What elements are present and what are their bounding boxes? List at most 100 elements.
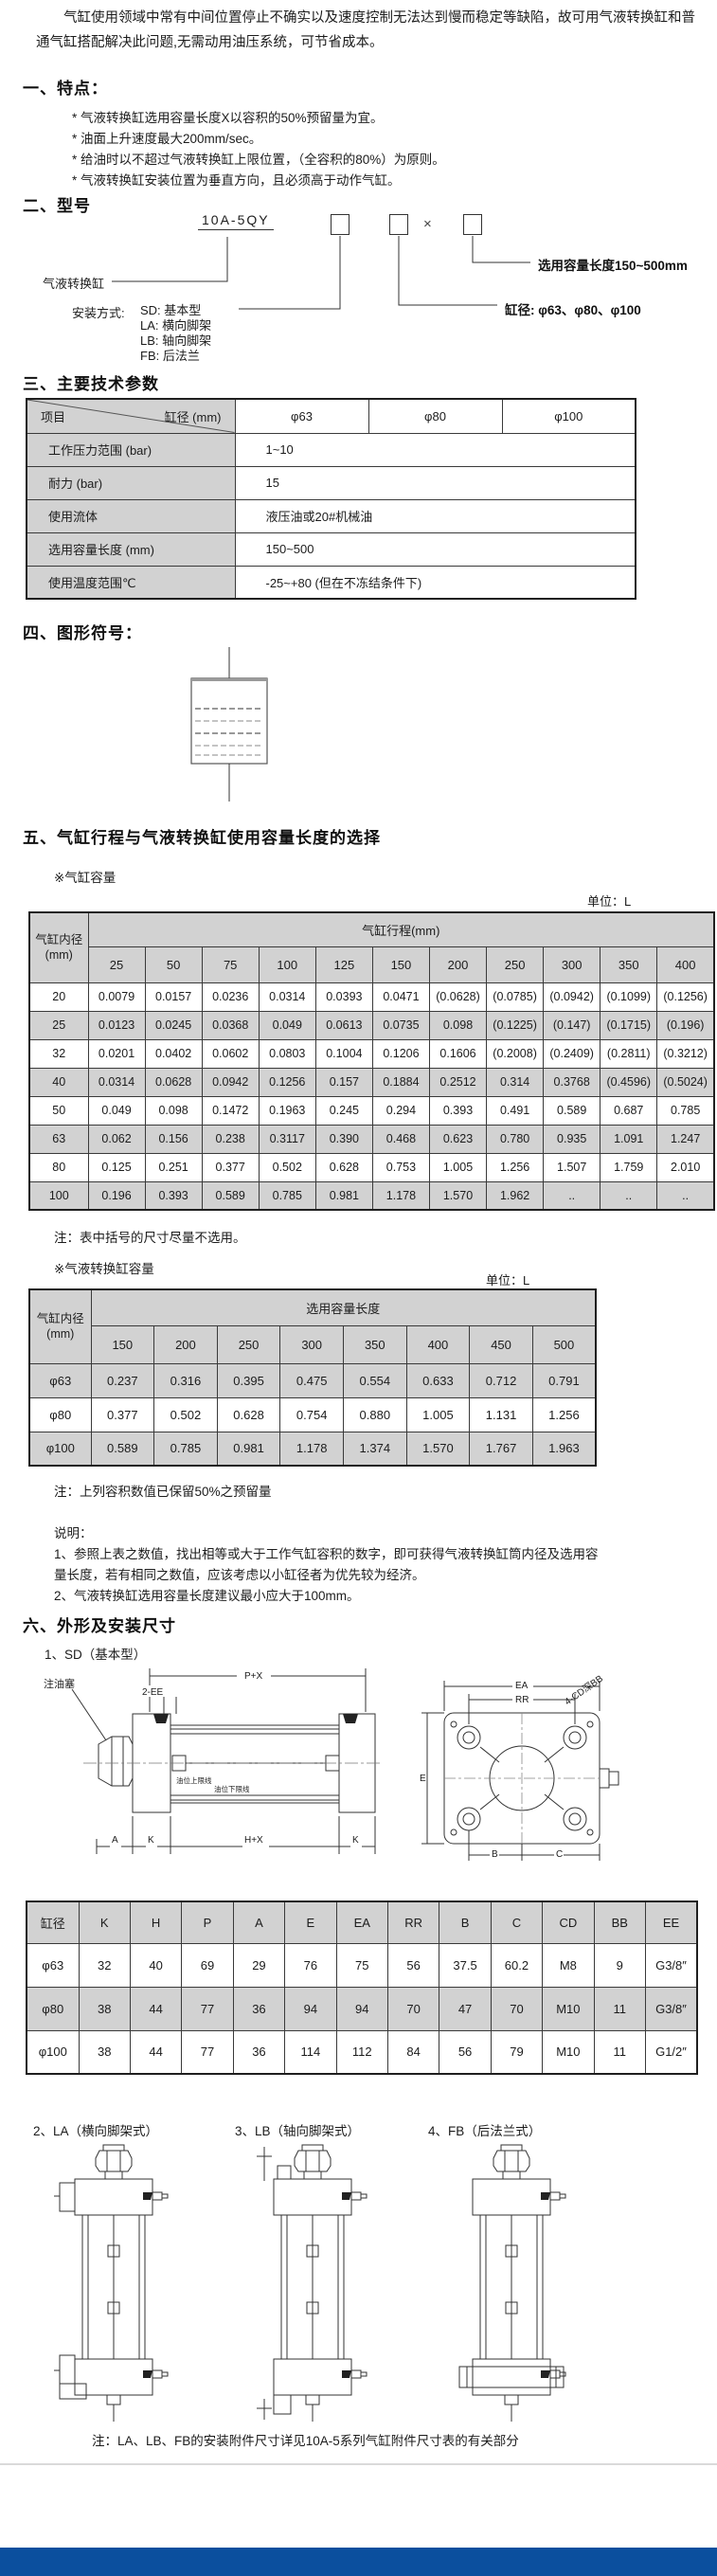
value-cell: 0.1004 (314, 1038, 373, 1069)
value-cell: 0.294 (371, 1095, 430, 1126)
value-cell: G3/8″ (644, 1986, 698, 2031)
table-row: 100 0.196 0.393 0.589 0.785 0.981 1.178 1.570 1.… (28, 1180, 715, 1211)
value-cell: 0.502 (258, 1152, 316, 1182)
value-cell: 70 (490, 1986, 544, 2031)
dims-header-cell: K (78, 1900, 131, 1944)
value-cell: 0.0803 (258, 1038, 316, 1069)
param-label: 耐力 (bar) (26, 465, 236, 500)
stroke-value-header: 200 (428, 946, 488, 983)
dimensions-table: 缸径 K H P A E EA RR B C CD BB EE φ63 32 40 69 29 76 75 56 37.… (26, 1900, 698, 2075)
section-title-selection: 五、气缸行程与气液转换缸使用容量长度的选择 (23, 829, 381, 847)
mounting-option: LB: 轴向脚架 (140, 333, 212, 348)
value-cell: 0.502 (153, 1396, 218, 1432)
sd-variant-title: 1、SD（基本型） (45, 1648, 147, 1662)
length-value-header: 150 (90, 1324, 155, 1364)
param-label: 选用容量长度 (mm) (26, 531, 236, 567)
feature-item: * 给油时以不超过气液转换缸上限位置，（全容积的80%）为原则。 (72, 153, 445, 167)
value-cell: 0.314 (486, 1067, 545, 1097)
value-cell: 0.0613 (314, 1010, 373, 1040)
graphic-symbol-drawing (190, 647, 268, 802)
value-cell: (0.196) (656, 1010, 715, 1040)
value-cell: 40 (129, 1942, 183, 1988)
mounting-options: SD: 基本型 LA: 横向脚架 LB: 轴向脚架 FB: 后法兰 (140, 303, 211, 364)
bore-header-line1: 气缸内径 (35, 933, 83, 947)
value-cell: 0.1963 (258, 1095, 316, 1126)
row-header-cell: 100 (28, 1180, 89, 1211)
table-row: 32 0.0201 0.0402 0.0602 0.0803 0.1004 0.1206 0.… (28, 1038, 715, 1069)
value-cell: 0.753 (371, 1152, 430, 1182)
model-box-bore (389, 214, 408, 235)
dims-header-cell: EA (335, 1900, 388, 1944)
value-cell: M8 (542, 1942, 595, 1988)
mounting-option: LA: 横向脚架 (140, 318, 212, 333)
value-cell: 0.0314 (258, 982, 316, 1012)
stroke-value-header: 150 (371, 946, 430, 983)
value-cell: 0.125 (87, 1152, 146, 1182)
value-cell: 0.880 (343, 1396, 407, 1432)
param-row: 使用温度范围℃ -25~+80 (但在不冻结条件下) (26, 565, 636, 600)
value-cell: 0.393 (428, 1095, 488, 1126)
explain-title: 说明： (54, 1526, 93, 1540)
diagonal-line (27, 400, 234, 432)
table-row: 20 0.0079 0.0157 0.0236 0.0314 0.0393 0.0471 (0… (28, 982, 715, 1012)
section-title-params: 三、主要技术参数 (23, 375, 159, 393)
table-row: φ100 38 44 77 36 114 112 84 56 79 M10 11 G1/2″ (26, 2029, 698, 2075)
value-cell: 0.623 (428, 1124, 488, 1154)
value-cell: (0.3212) (656, 1038, 715, 1069)
value-cell: 0.981 (314, 1180, 373, 1211)
value-cell: 1.178 (371, 1180, 430, 1211)
length-value-header: 500 (531, 1324, 597, 1364)
row-header-cell: 32 (28, 1038, 89, 1069)
row-header-cell: 25 (28, 1010, 89, 1040)
stroke-value-header: 400 (656, 946, 715, 983)
dims-header-cell: RR (386, 1900, 440, 1944)
fb-variant-drawing (458, 2144, 566, 2422)
value-cell: 0.390 (314, 1124, 373, 1154)
dim-label-ea: EA (515, 1681, 529, 1691)
capacity-range-label: 选用容量长度150~500mm (538, 259, 688, 273)
value-cell: 0.628 (216, 1396, 281, 1432)
value-cell: (0.0942) (543, 982, 601, 1012)
dims-header-cell: E (284, 1900, 337, 1944)
row-header-cell: 50 (28, 1095, 89, 1126)
attachment-note: 注：LA、LB、FB的安装附件尺寸详见10A-5系列气缸附件尺寸表的有关部分 (92, 2434, 519, 2448)
value-cell: 0.589 (543, 1095, 601, 1126)
value-cell: 44 (129, 2029, 183, 2075)
value-cell: 94 (335, 1986, 388, 2031)
lb-variant-title: 3、LB（轴向脚架式） (235, 2124, 361, 2138)
value-cell: 1.570 (428, 1180, 488, 1211)
row-header-cell: 80 (28, 1152, 89, 1182)
explain-block: 说明： 1、参照上表之数值，找出相等或大于工作气缸容积的数字，即可获得气液转换缸… (54, 1523, 603, 1607)
value-cell: 0.0079 (87, 982, 146, 1012)
row-header-cell: φ80 (26, 1986, 80, 2031)
dims-header-cell: H (129, 1900, 183, 1944)
dims-header-cell: B (439, 1900, 492, 1944)
value-cell: 0.156 (144, 1124, 203, 1154)
value-cell: 0.633 (405, 1362, 471, 1398)
bore-header-cell: 气缸内径 (mm) (28, 1288, 92, 1364)
value-cell: 0.245 (314, 1095, 373, 1126)
feature-item: * 气液转换缸安装位置为垂直方向，且必须高于动作气缸。 (72, 173, 401, 188)
footer-bar (0, 2548, 717, 2576)
model-diagram-lines (112, 236, 530, 310)
param-row: 使用流体 液压油或20#机械油 (26, 498, 636, 533)
sd-front-view-drawing: EA RR E B C 4-CD深BB (420, 1673, 619, 1861)
value-cell: 1.507 (543, 1152, 601, 1182)
param-value: 150~500 (234, 531, 636, 567)
bore-header-line1: 气缸内径 (36, 1312, 84, 1326)
value-cell: 0.754 (279, 1396, 344, 1432)
value-cell: 0.098 (428, 1010, 488, 1040)
value-cell: .. (656, 1180, 715, 1211)
value-cell: 0.3117 (258, 1124, 316, 1154)
dim-label-rr: RR (515, 1695, 529, 1705)
explain-item: 1、参照上表之数值，找出相等或大于工作气缸容积的数字，即可获得气液转换缸筒内径及… (54, 1547, 599, 1582)
value-cell: 0.0602 (201, 1038, 260, 1069)
value-cell: 0.377 (201, 1152, 260, 1182)
value-cell: (0.1715) (600, 1010, 658, 1040)
length-value-header: 200 (153, 1324, 218, 1364)
value-cell: 0.687 (600, 1095, 658, 1126)
dim-label-cd-bb: 4-CD深BB (563, 1673, 605, 1707)
value-cell: .. (600, 1180, 658, 1211)
value-cell: (0.5024) (656, 1067, 715, 1097)
